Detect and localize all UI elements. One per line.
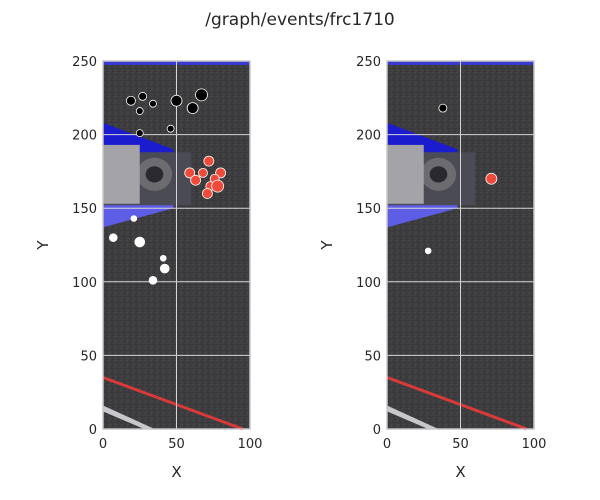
y-axis-label: Y: [34, 240, 52, 251]
data-point-white: [108, 233, 118, 242]
y-tick-label: 0: [373, 423, 381, 438]
data-point-black: [149, 99, 157, 108]
data-point-black: [135, 107, 144, 115]
data-point-black: [170, 94, 183, 107]
y-tick-label: 150: [356, 202, 381, 217]
y-tick-label: 50: [364, 349, 381, 364]
data-point-red: [211, 179, 225, 193]
field-red-line: [386, 376, 528, 431]
y-tick-label: 100: [356, 276, 381, 291]
data-point-white: [159, 254, 167, 262]
axes-frame: [102, 60, 251, 430]
data-point-white: [159, 263, 170, 274]
data-point-black: [195, 88, 208, 102]
data-point-black: [186, 102, 199, 115]
x-axis-label: X: [455, 463, 465, 481]
x-tick-label: 100: [522, 437, 547, 452]
data-point-black: [135, 129, 144, 138]
x-tick-label: 100: [238, 437, 263, 452]
data-point-red: [198, 167, 208, 178]
data-point-black: [126, 95, 136, 106]
data-point-red: [190, 174, 202, 186]
x-axis-label: X: [171, 463, 181, 481]
field-gray-panel: [387, 144, 424, 204]
field-hub-center: [145, 166, 164, 183]
x-tick-label: 50: [452, 437, 469, 452]
data-point-red: [203, 155, 215, 167]
data-point-black: [166, 124, 175, 133]
axes-frame: [386, 60, 535, 430]
data-point-black: [138, 91, 148, 101]
y-tick-label: 150: [72, 202, 97, 217]
field-red-line: [102, 376, 244, 431]
data-point-black: [438, 103, 448, 113]
figure-title: /graph/events/frc1710: [205, 10, 394, 30]
field-rail: [103, 405, 155, 429]
data-point-red: [184, 167, 196, 179]
data-point-white: [424, 247, 432, 255]
data-point-white: [130, 215, 138, 222]
subplot-left: 0 50 100 0 50 100 150 200 250 X Y: [34, 55, 262, 481]
y-tick-label: 50: [80, 349, 97, 364]
data-point-white: [134, 236, 146, 248]
y-tick-label: 100: [72, 276, 97, 291]
x-tick-label: 0: [383, 437, 391, 452]
field-gray-panel: [103, 144, 140, 204]
subplot-right: 0 50 100 0 50 100 150 200 250 X Y: [318, 55, 546, 481]
y-tick-label: 200: [356, 129, 381, 144]
y-axis-label: Y: [318, 240, 336, 251]
y-tick-label: 0: [89, 423, 97, 438]
data-point-white: [148, 276, 158, 285]
data-point-red: [201, 188, 213, 199]
y-tick-label: 200: [72, 129, 97, 144]
y-tick-label: 250: [72, 55, 97, 70]
y-tick-label: 250: [356, 55, 381, 70]
x-tick-label: 50: [168, 437, 185, 452]
x-tick-label: 0: [99, 437, 107, 452]
data-points: [108, 88, 227, 285]
field-rail: [387, 405, 439, 429]
data-points: [424, 103, 498, 255]
field-hub-center: [429, 166, 448, 183]
data-point-red: [485, 172, 498, 185]
